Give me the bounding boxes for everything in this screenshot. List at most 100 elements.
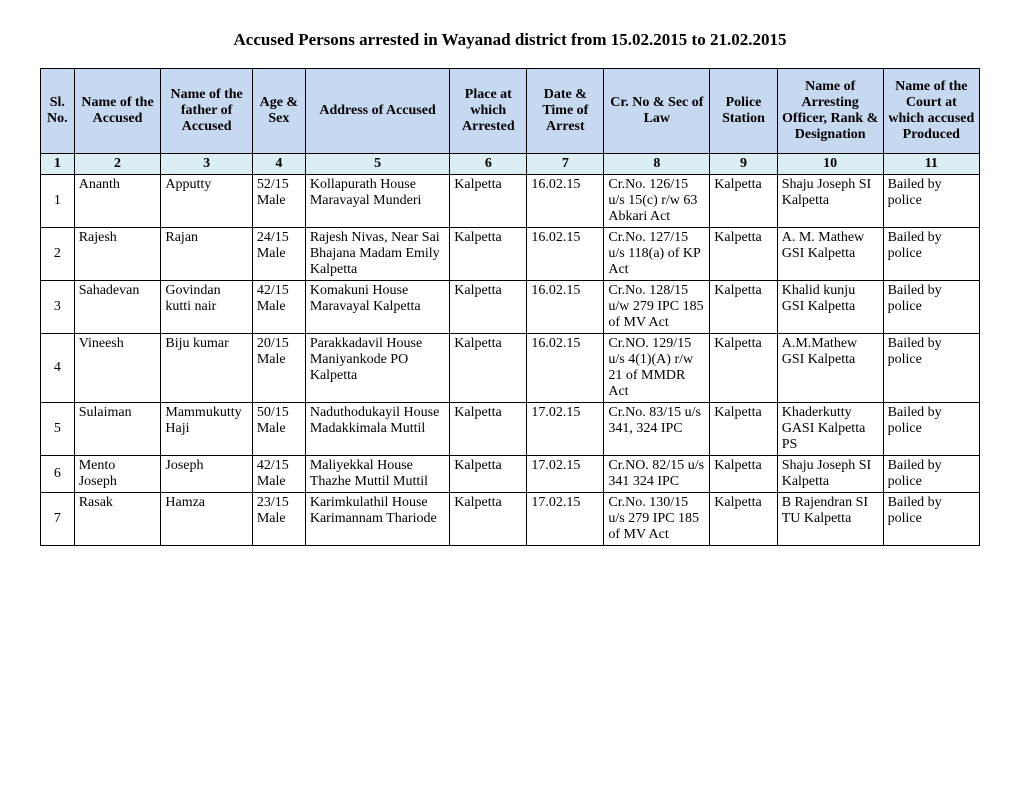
address-cell: Naduthodukayil House Madakkimala Muttil (305, 403, 449, 456)
place-cell: Kalpetta (450, 334, 527, 403)
col-number: 2 (74, 154, 161, 175)
accused-cell: Sulaiman (74, 403, 161, 456)
date-cell: 17.02.15 (527, 456, 604, 493)
date-cell: 16.02.15 (527, 281, 604, 334)
accused-cell: Sahadevan (74, 281, 161, 334)
officer-cell: Shaju Joseph SI Kalpetta (777, 456, 883, 493)
father-cell: Mammukutty Haji (161, 403, 252, 456)
accused-cell: Ananth (74, 175, 161, 228)
court-cell: Bailed by police (883, 175, 979, 228)
col-number: 9 (710, 154, 777, 175)
age-cell: 20/15 Male (252, 334, 305, 403)
col-header: Sl. No. (41, 69, 75, 154)
col-number: 8 (604, 154, 710, 175)
col-number: 4 (252, 154, 305, 175)
officer-cell: Shaju Joseph SI Kalpetta (777, 175, 883, 228)
address-cell: Kollapurath House Maravayal Munderi (305, 175, 449, 228)
sl-cell: 1 (41, 175, 75, 228)
age-cell: 23/15 Male (252, 493, 305, 546)
address-cell: Rajesh Nivas, Near Sai Bhajana Madam Emi… (305, 228, 449, 281)
crno-cell: Cr.No. 126/15 u/s 15(c) r/w 63 Abkari Ac… (604, 175, 710, 228)
father-cell: Joseph (161, 456, 252, 493)
date-cell: 16.02.15 (527, 228, 604, 281)
table-row: 7RasakHamza23/15 MaleKarimkulathil House… (41, 493, 980, 546)
place-cell: Kalpetta (450, 456, 527, 493)
col-header: Name of the Accused (74, 69, 161, 154)
officer-cell: Khaderkutty GASI Kalpetta PS (777, 403, 883, 456)
arrest-table: Sl. No. Name of the Accused Name of the … (40, 68, 980, 546)
station-cell: Kalpetta (710, 403, 777, 456)
place-cell: Kalpetta (450, 228, 527, 281)
col-header: Cr. No & Sec of Law (604, 69, 710, 154)
crno-cell: Cr.No. 127/15 u/s 118(a) of KP Act (604, 228, 710, 281)
col-header: Name of Arresting Officer, Rank & Design… (777, 69, 883, 154)
address-cell: Maliyekkal House Thazhe Muttil Muttil (305, 456, 449, 493)
table-row: 6Mento JosephJoseph42/15 MaleMaliyekkal … (41, 456, 980, 493)
age-cell: 42/15 Male (252, 281, 305, 334)
table-row: 1AnanthApputty52/15 MaleKollapurath Hous… (41, 175, 980, 228)
father-cell: Govindan kutti nair (161, 281, 252, 334)
col-header: Date & Time of Arrest (527, 69, 604, 154)
accused-cell: Rajesh (74, 228, 161, 281)
sl-cell: 3 (41, 281, 75, 334)
address-cell: Karimkulathil House Karimannam Thariode (305, 493, 449, 546)
col-header: Place at which Arrested (450, 69, 527, 154)
father-cell: Apputty (161, 175, 252, 228)
col-number: 7 (527, 154, 604, 175)
crno-cell: Cr.No. 83/15 u/s 341, 324 IPC (604, 403, 710, 456)
station-cell: Kalpetta (710, 493, 777, 546)
place-cell: Kalpetta (450, 281, 527, 334)
officer-cell: A.M.Mathew GSI Kalpetta (777, 334, 883, 403)
station-cell: Kalpetta (710, 175, 777, 228)
court-cell: Bailed by police (883, 281, 979, 334)
accused-cell: Mento Joseph (74, 456, 161, 493)
father-cell: Hamza (161, 493, 252, 546)
station-cell: Kalpetta (710, 456, 777, 493)
date-cell: 17.02.15 (527, 403, 604, 456)
age-cell: 52/15 Male (252, 175, 305, 228)
table-row: 3SahadevanGovindan kutti nair42/15 MaleK… (41, 281, 980, 334)
age-cell: 24/15 Male (252, 228, 305, 281)
table-header-row: Sl. No. Name of the Accused Name of the … (41, 69, 980, 154)
col-number: 10 (777, 154, 883, 175)
court-cell: Bailed by police (883, 228, 979, 281)
col-header: Address of Accused (305, 69, 449, 154)
col-number: 1 (41, 154, 75, 175)
place-cell: Kalpetta (450, 493, 527, 546)
officer-cell: A. M. Mathew GSI Kalpetta (777, 228, 883, 281)
sl-cell: 5 (41, 403, 75, 456)
officer-cell: B Rajendran SI TU Kalpetta (777, 493, 883, 546)
station-cell: Kalpetta (710, 228, 777, 281)
station-cell: Kalpetta (710, 281, 777, 334)
col-header: Name of the Court at which accused Produ… (883, 69, 979, 154)
place-cell: Kalpetta (450, 175, 527, 228)
page-title: Accused Persons arrested in Wayanad dist… (40, 30, 980, 50)
address-cell: Komakuni House Maravayal Kalpetta (305, 281, 449, 334)
accused-cell: Rasak (74, 493, 161, 546)
table-colnum-row: 1 2 3 4 5 6 7 8 9 10 11 (41, 154, 980, 175)
court-cell: Bailed by police (883, 334, 979, 403)
sl-cell: 7 (41, 493, 75, 546)
col-number: 6 (450, 154, 527, 175)
place-cell: Kalpetta (450, 403, 527, 456)
date-cell: 16.02.15 (527, 334, 604, 403)
age-cell: 50/15 Male (252, 403, 305, 456)
sl-cell: 6 (41, 456, 75, 493)
father-cell: Rajan (161, 228, 252, 281)
col-header: Name of the father of Accused (161, 69, 252, 154)
col-number: 11 (883, 154, 979, 175)
crno-cell: Cr.No. 130/15 u/s 279 IPC 185 of MV Act (604, 493, 710, 546)
crno-cell: Cr.No. 128/15 u/w 279 IPC 185 of MV Act (604, 281, 710, 334)
table-row: 5SulaimanMammukutty Haji50/15 MaleNaduth… (41, 403, 980, 456)
age-cell: 42/15 Male (252, 456, 305, 493)
address-cell: Parakkadavil House Maniyankode PO Kalpet… (305, 334, 449, 403)
col-number: 3 (161, 154, 252, 175)
officer-cell: Khalid kunju GSI Kalpetta (777, 281, 883, 334)
col-header: Police Station (710, 69, 777, 154)
accused-cell: Vineesh (74, 334, 161, 403)
sl-cell: 2 (41, 228, 75, 281)
court-cell: Bailed by police (883, 493, 979, 546)
table-body: 1AnanthApputty52/15 MaleKollapurath Hous… (41, 175, 980, 546)
col-header: Age & Sex (252, 69, 305, 154)
table-row: 4VineeshBiju kumar20/15 MaleParakkadavil… (41, 334, 980, 403)
